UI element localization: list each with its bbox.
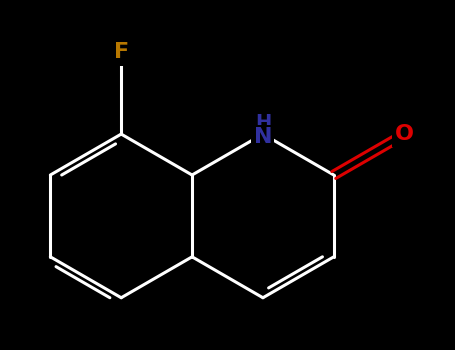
Text: F: F bbox=[114, 42, 129, 62]
Text: N: N bbox=[254, 127, 272, 147]
Text: O: O bbox=[395, 124, 414, 144]
Text: H: H bbox=[255, 113, 271, 132]
